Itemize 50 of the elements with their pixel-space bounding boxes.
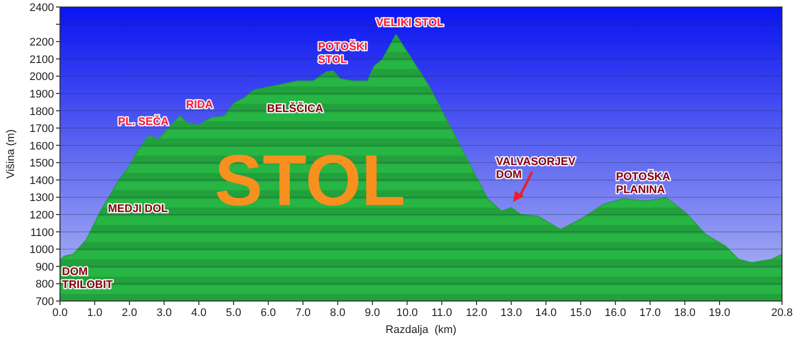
y-axis-title: Višina (m)	[5, 129, 17, 179]
y-tick-label: 1400	[30, 174, 54, 187]
annotation: PL. SEČA	[118, 115, 169, 128]
x-tick-label: 0.0	[52, 307, 68, 319]
x-tick-label: 7.0	[295, 307, 311, 319]
x-tick-label: 19.0	[708, 307, 730, 319]
annotation: RIDA	[186, 99, 213, 111]
x-axis-title: Razdalja (km)	[386, 324, 456, 336]
y-tick-label: 2100	[30, 54, 54, 66]
y-tick-label: 700	[36, 296, 54, 308]
x-tick-label: 10.0	[396, 307, 418, 319]
y-tick-label: 1900	[30, 88, 54, 100]
annotation: VALVASORJEV DOM	[496, 156, 576, 181]
x-tick-label: 11.0	[432, 307, 452, 319]
x-tick-label: 9.0	[364, 307, 380, 319]
annotation: VELIKI STOL	[376, 17, 444, 29]
y-tick-label: 2200	[30, 36, 54, 49]
y-tick-label: 1300	[30, 192, 54, 204]
x-tick-label: 20.8	[771, 307, 793, 319]
y-tick-label: 1100	[30, 226, 54, 239]
annotation: POTOŠKI STOL	[318, 40, 368, 66]
y-tick-label: 1800	[30, 106, 54, 118]
x-tick-label: 2.0	[122, 307, 138, 319]
x-tick-label: 18.0	[674, 307, 696, 319]
x-tick-label: 6.0	[260, 307, 276, 319]
annotation: MEDJI DOL	[108, 203, 168, 215]
x-tick-label: 14.0	[535, 307, 557, 319]
text: STOL	[214, 141, 406, 221]
y-tick-label: 800	[36, 278, 54, 291]
x-tick-label: 12.0	[466, 307, 488, 319]
x-tick-label: 16.0	[604, 307, 626, 319]
y-tick-label: 900	[36, 261, 54, 274]
x-tick-label: 3.0	[156, 307, 172, 319]
y-tick-label: 1500	[30, 158, 54, 170]
y-tick-label: 2000	[30, 71, 54, 84]
x-tick-label: 8.0	[330, 307, 346, 319]
x-tick-label: 13.0	[500, 307, 522, 319]
annotation: BELŠČICA	[267, 102, 324, 115]
x-tick-label: 1.0	[87, 307, 102, 319]
x-tick-label: 4.0	[191, 307, 206, 319]
y-tick-label: 1200	[30, 210, 54, 222]
x-tick-label: 17.0	[639, 307, 661, 319]
y-tick-label: 1000	[30, 244, 54, 256]
annotation: DOM TRILOBIT	[62, 266, 113, 291]
y-tick-label: 1600	[30, 140, 54, 152]
x-tick-label: 15.0	[570, 307, 592, 319]
y-tick-label: 1700	[30, 123, 54, 136]
x-tick-label: 5.0	[226, 307, 242, 319]
y-tick-label: 2400	[30, 2, 54, 14]
annotation: POTOŠKA PLANINA	[616, 170, 670, 196]
